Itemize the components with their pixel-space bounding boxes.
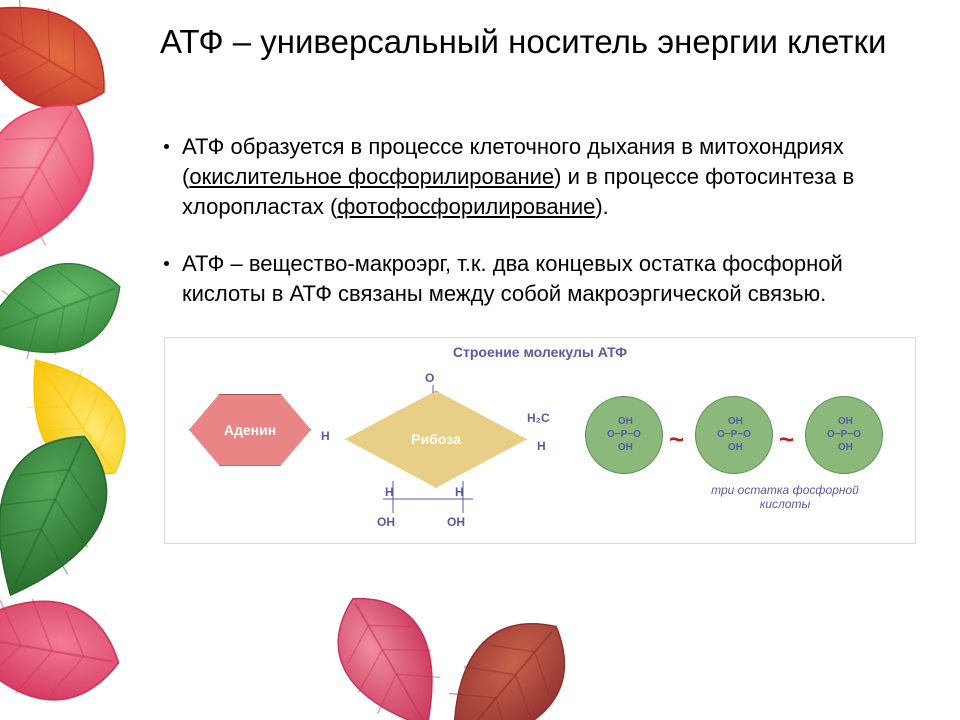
leaf-icon [0,425,130,607]
phosphate-formula: OH O−P−O OH [717,415,751,454]
phosphate-caption: три остатка фосфорной кислоты [685,483,885,511]
leaf-icon [430,605,580,720]
content-area: АТФ – универсальный носитель энергии кле… [160,22,930,544]
leaf-icon [0,90,115,277]
phosphate-group: OH O−P−O OH [585,396,663,474]
macroergic-bond-tilde: ~ [669,424,684,455]
leaf-icon [0,235,120,389]
phosphate-group: OH O−P−O OH [805,396,883,474]
leaf-icon [0,0,110,135]
bullet-item: АТФ – вещество-макроэрг, т.к. два концев… [164,249,930,308]
bullet-text-plain: АТФ – вещество-макроэрг, т.к. два концев… [182,251,843,306]
adenine-block: Аденин [189,394,309,464]
ribose-block: Рибоза O H₂C H H H H OH OH [315,373,555,533]
diagram-title: Строение молекулы АТФ [165,344,915,360]
phosphate-group: OH O−P−O OH [695,396,773,474]
atp-structure-diagram: Строение молекулы АТФ Аденин Рибоза O H₂… [164,337,916,544]
bullet-text-underlined: фотофосфорилирование [337,194,595,219]
bullet-text-underlined: окислительное фосфорилирование [189,164,554,189]
bullet-text-plain: ). [595,194,608,219]
phosphate-formula: OH O−P−O OH [607,415,641,454]
adenine-label: Аденин [224,422,276,438]
leaf-icon [10,345,140,488]
macroergic-bond-tilde: ~ [779,424,794,455]
leaf-decoration-strip [0,0,100,720]
adenine-hexagon: Аденин [189,394,311,466]
bullet-list: АТФ образуется в процессе клеточного дых… [164,132,930,308]
bullet-item: АТФ образуется в процессе клеточного дых… [164,132,930,221]
slide-title: АТФ – универсальный носитель энергии кле… [160,22,930,62]
slide: АТФ – универсальный носитель энергии кле… [0,0,960,720]
leaf-icon [0,560,115,720]
phosphate-formula: OH O−P−O OH [827,415,861,454]
ribose-bond-lines [315,373,555,533]
